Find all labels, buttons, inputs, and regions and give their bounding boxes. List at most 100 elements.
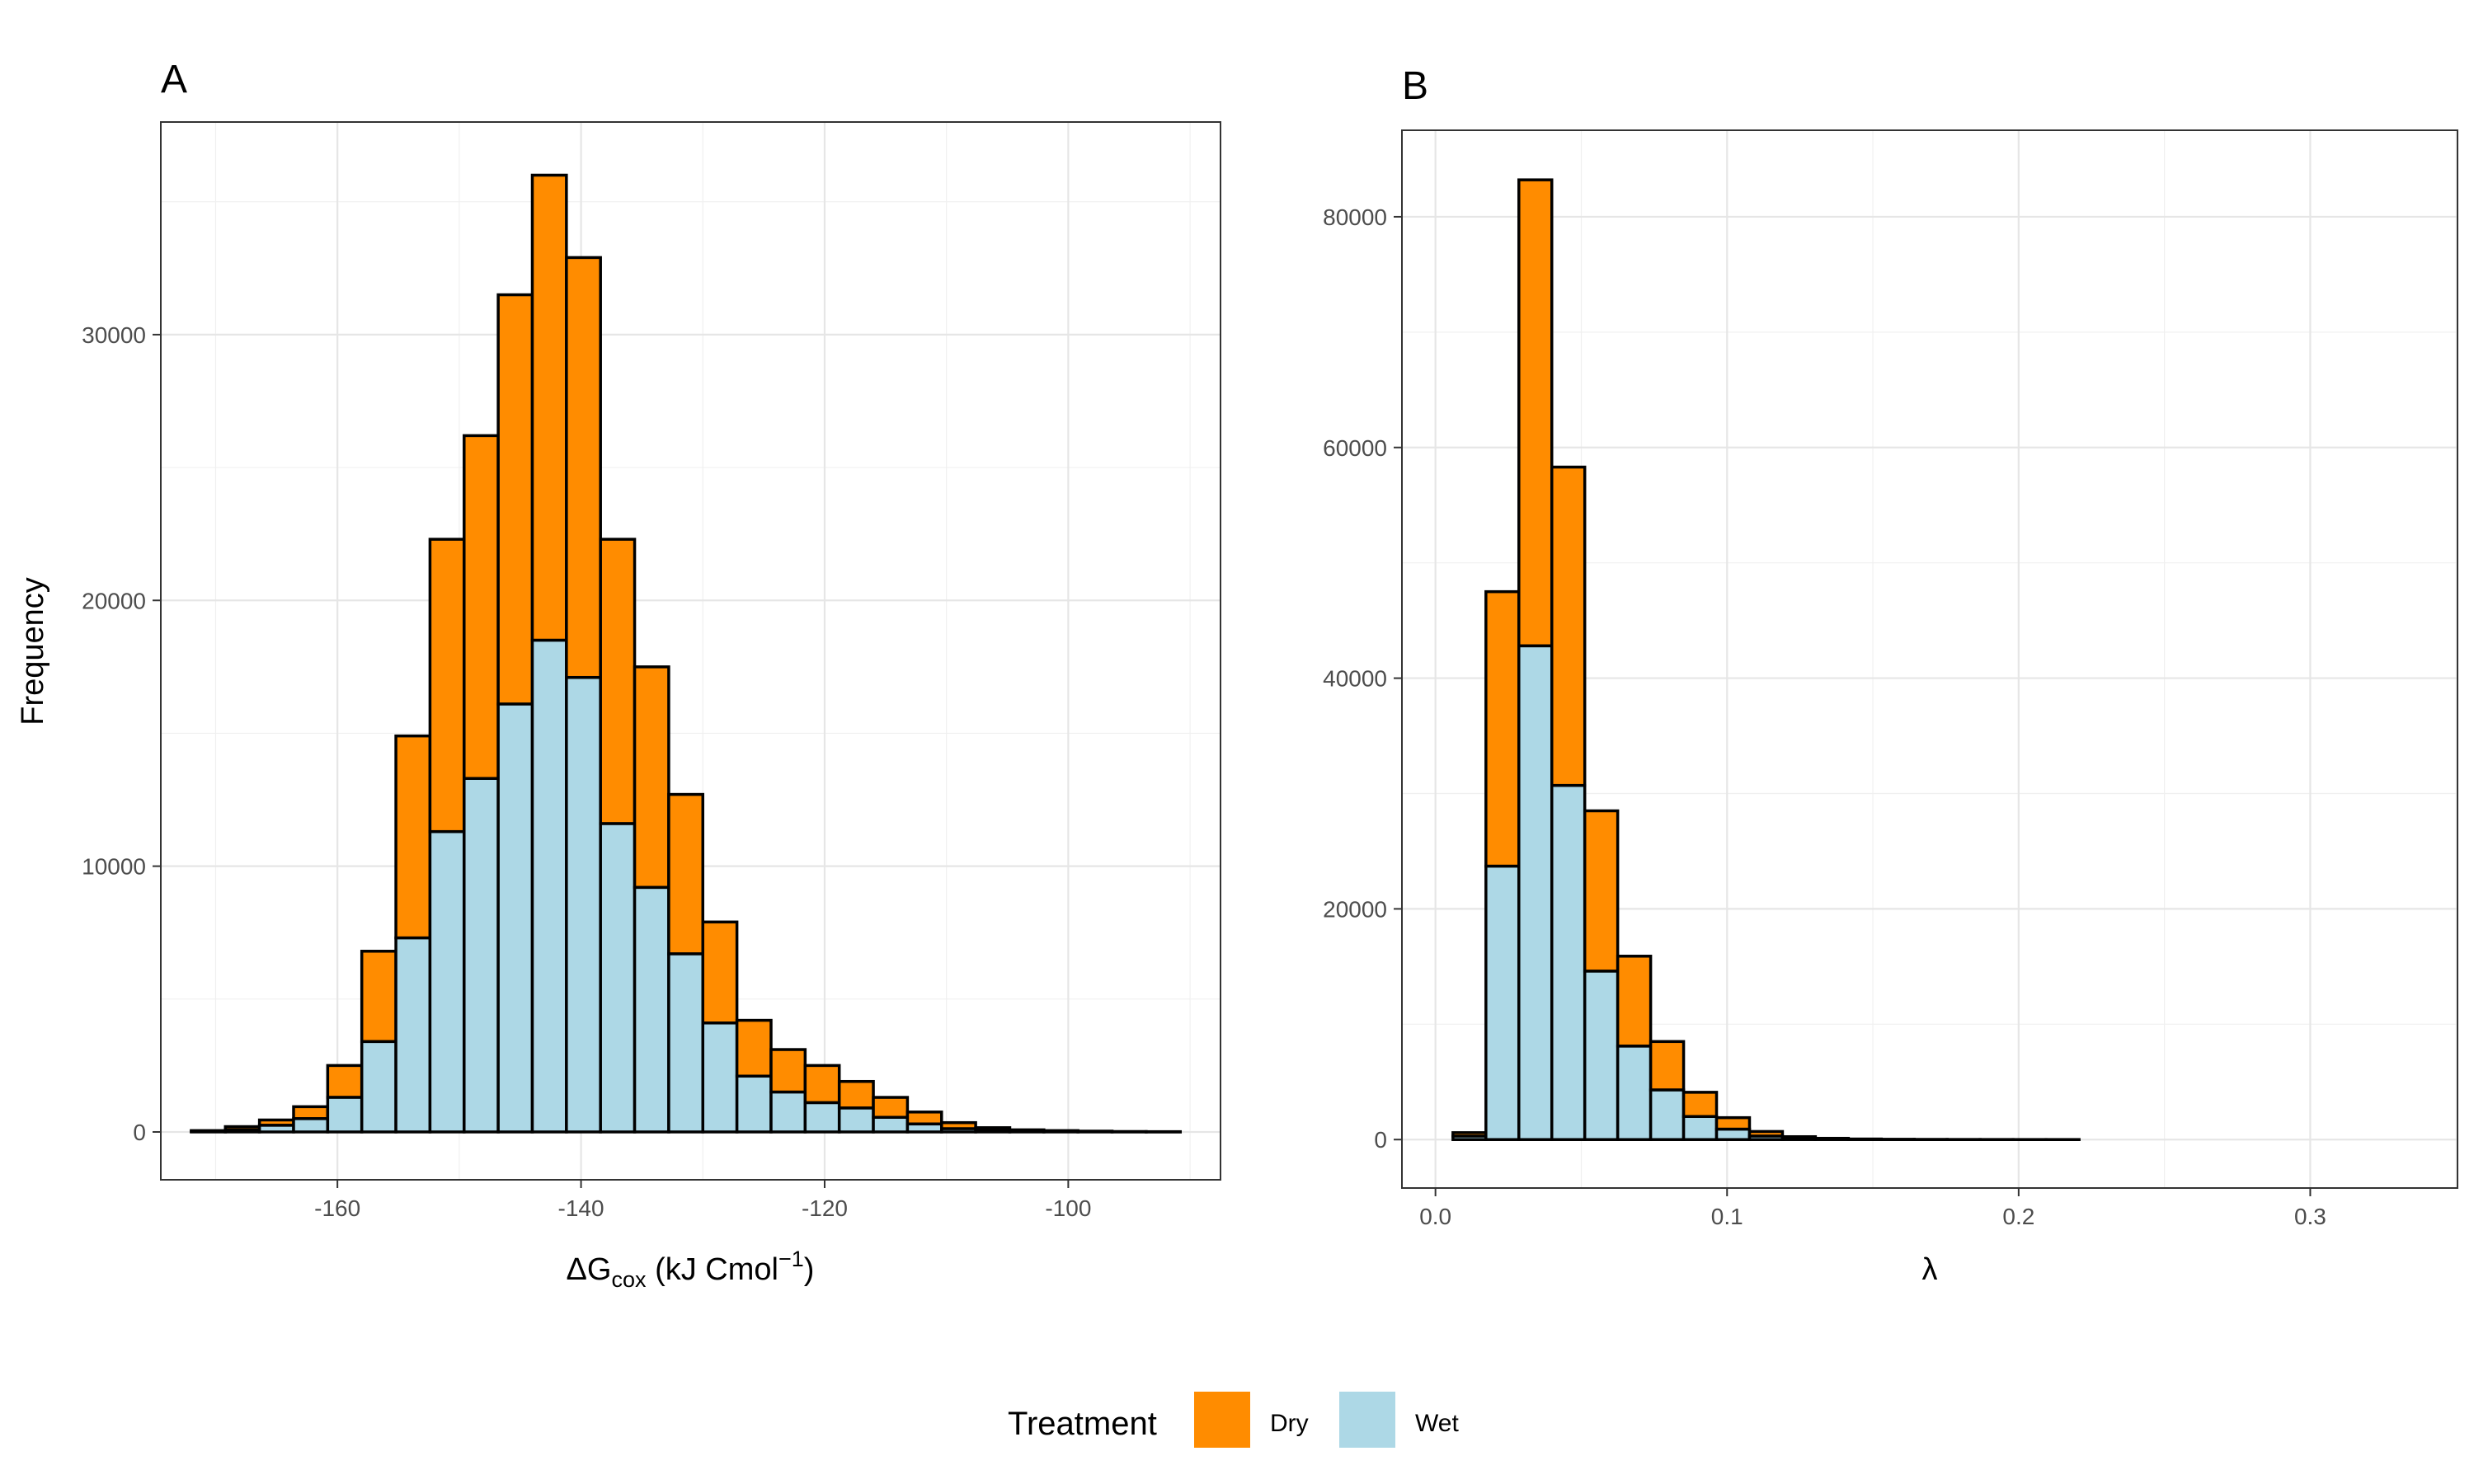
panel-a-bar-dry bbox=[769, 1048, 807, 1094]
panel-a-bar-wet bbox=[599, 822, 637, 1134]
panel-b-bar-dry bbox=[1649, 1040, 1686, 1092]
panel-b-bar-dry bbox=[1550, 465, 1587, 787]
legend: Treatment Dry Wet bbox=[1008, 1392, 1459, 1448]
panel-a-bar-wet bbox=[428, 829, 466, 1134]
panel-a-bar-dry bbox=[735, 1018, 773, 1078]
panel-a-bar-dry bbox=[701, 920, 739, 1025]
panel-a-bar-wet bbox=[940, 1127, 977, 1134]
panel-a-bar-dry bbox=[565, 256, 602, 679]
panel-a-x-tick-label: -140 bbox=[558, 1195, 604, 1221]
panel-b-bar-wet bbox=[1747, 1134, 1785, 1141]
panel-a-bar-wet bbox=[496, 702, 534, 1134]
panel-b-x-tick-label: 0.0 bbox=[1419, 1204, 1451, 1229]
panel-a-y-tick-label: 10000 bbox=[82, 854, 146, 880]
panel-a-bar-wet bbox=[701, 1021, 739, 1134]
panel-a-x-tick-label: -160 bbox=[314, 1195, 360, 1221]
panel-a-bar-wet bbox=[292, 1117, 330, 1134]
panel-a-bar-wet bbox=[769, 1090, 807, 1134]
panel-b-bar-dry bbox=[1583, 809, 1620, 973]
panel-a-y-ticks: 0 10000 20000 30000 bbox=[82, 322, 161, 1145]
panel-b-bar-dry bbox=[1517, 178, 1554, 648]
panel-b-bar-wet bbox=[1484, 864, 1521, 1141]
panel-a-bar-dry bbox=[530, 173, 568, 642]
panel-b-bar-wet bbox=[1550, 783, 1587, 1141]
panel-b-frame bbox=[1401, 129, 2458, 1189]
panel-a-bar-dry bbox=[803, 1064, 841, 1105]
panel-a: A 0 10000 20000 30000 -160 -140 -120 -100 Freq… bbox=[16, 58, 1221, 1292]
panel-a-frame bbox=[160, 121, 1221, 1181]
panel-a-bar-wet bbox=[905, 1122, 943, 1134]
panel-b-bars bbox=[1451, 178, 2081, 1141]
panel-a-x-ticks: -160 -140 -120 -100 bbox=[314, 1180, 1091, 1221]
panel-b-x-ticks: 0.0 0.1 0.2 0.3 bbox=[1419, 1188, 2326, 1229]
panel-a-y-tick-label: 0 bbox=[133, 1120, 146, 1145]
panel-a-bar-wet bbox=[530, 638, 568, 1134]
panel-b-bar-dry bbox=[1714, 1115, 1752, 1131]
panel-a-x-tick-label: -100 bbox=[1045, 1195, 1091, 1221]
panel-a-bar-wet bbox=[257, 1124, 295, 1134]
legend-key-dry bbox=[1194, 1392, 1250, 1448]
panel-a-bar-dry bbox=[428, 538, 466, 834]
panel-a-bar-wet bbox=[837, 1106, 875, 1134]
panel-b-bar-dry bbox=[1616, 955, 1653, 1048]
legend-label-dry: Dry bbox=[1270, 1410, 1309, 1437]
panel-a-bar-wet bbox=[735, 1074, 773, 1134]
panel-a-bar-dry bbox=[599, 538, 637, 825]
panel-a-bar-wet bbox=[565, 675, 602, 1134]
legend-label-wet: Wet bbox=[1415, 1410, 1459, 1437]
panel-b-bar-dry bbox=[1484, 589, 1521, 868]
panel-b-y-tick-label: 20000 bbox=[1323, 896, 1387, 922]
panel-a-bars bbox=[190, 173, 1183, 1134]
panel-b-x-tick-label: 0.3 bbox=[2294, 1204, 2326, 1229]
panel-b-y-ticks: 0 20000 40000 60000 80000 bbox=[1323, 204, 1402, 1153]
panel-a-y-tick-label: 20000 bbox=[82, 588, 146, 613]
panel-a-bar-wet bbox=[394, 936, 432, 1134]
panel-a-x-tick-label: -120 bbox=[802, 1195, 848, 1221]
panel-b-bar-wet bbox=[1714, 1127, 1752, 1141]
panel-b-y-tick-label: 0 bbox=[1374, 1127, 1387, 1153]
panel-a-bar-wet bbox=[190, 1129, 228, 1134]
panel-b-bar-wet bbox=[1517, 644, 1554, 1141]
panel-a-x-axis-title: ΔGcox (kJ Cmol−1) bbox=[567, 1247, 815, 1292]
panel-b-x-tick-label: 0.2 bbox=[2002, 1204, 2034, 1229]
panel-b-x-tick-label: 0.1 bbox=[1711, 1204, 1743, 1229]
panel-a-bar-dry bbox=[292, 1105, 330, 1120]
legend-key-wet bbox=[1339, 1392, 1395, 1448]
panel-b-bar-wet bbox=[1813, 1137, 1851, 1141]
panel-a-bar-wet bbox=[326, 1096, 364, 1134]
panel-a-bar-wet bbox=[1008, 1129, 1046, 1134]
panel-a-bar-wet bbox=[633, 885, 670, 1134]
panel-a-bar-dry bbox=[633, 665, 670, 890]
panel-a-bar-wet bbox=[803, 1101, 841, 1134]
panel-a-bar-dry bbox=[463, 434, 500, 780]
panel-a-tag: A bbox=[161, 58, 187, 101]
panel-b: B 0 20000 40000 60000 80000 0.0 0.1 0.2 0.3 λ bbox=[1323, 64, 2458, 1287]
panel-a-bar-dry bbox=[905, 1111, 943, 1126]
panel-b-bar-wet bbox=[1451, 1134, 1488, 1141]
panel-a-grid bbox=[161, 122, 1221, 1180]
panel-a-bar-dry bbox=[496, 293, 534, 706]
panel-a-bar-dry bbox=[394, 734, 432, 940]
panel-b-bar-wet bbox=[1681, 1115, 1719, 1141]
panel-b-tag: B bbox=[1402, 64, 1428, 108]
panel-a-bar-wet bbox=[223, 1128, 261, 1134]
panel-a-bar-dry bbox=[667, 792, 705, 956]
panel-b-y-tick-label: 80000 bbox=[1323, 204, 1387, 230]
panel-b-y-tick-label: 60000 bbox=[1323, 435, 1387, 461]
panel-a-bar-wet bbox=[872, 1115, 910, 1134]
panel-a-bar-dry bbox=[872, 1096, 910, 1119]
panel-a-bar-wet bbox=[667, 952, 705, 1134]
panel-a-y-tick-label: 30000 bbox=[82, 322, 146, 348]
panel-a-bar-wet bbox=[360, 1040, 397, 1134]
panel-a-bar-wet bbox=[974, 1129, 1012, 1134]
panel-b-bar-wet bbox=[1649, 1088, 1686, 1141]
panel-a-y-axis-title: Frequency bbox=[16, 577, 50, 726]
panel-b-x-axis-title: λ bbox=[1922, 1252, 1938, 1287]
panel-a-bar-dry bbox=[837, 1079, 875, 1110]
legend-title: Treatment bbox=[1008, 1406, 1157, 1442]
panel-a-bar-dry bbox=[326, 1064, 364, 1099]
panel-b-bar-wet bbox=[1583, 970, 1620, 1141]
panel-a-bar-dry bbox=[360, 950, 397, 1044]
panel-b-bar-wet bbox=[1616, 1045, 1653, 1141]
